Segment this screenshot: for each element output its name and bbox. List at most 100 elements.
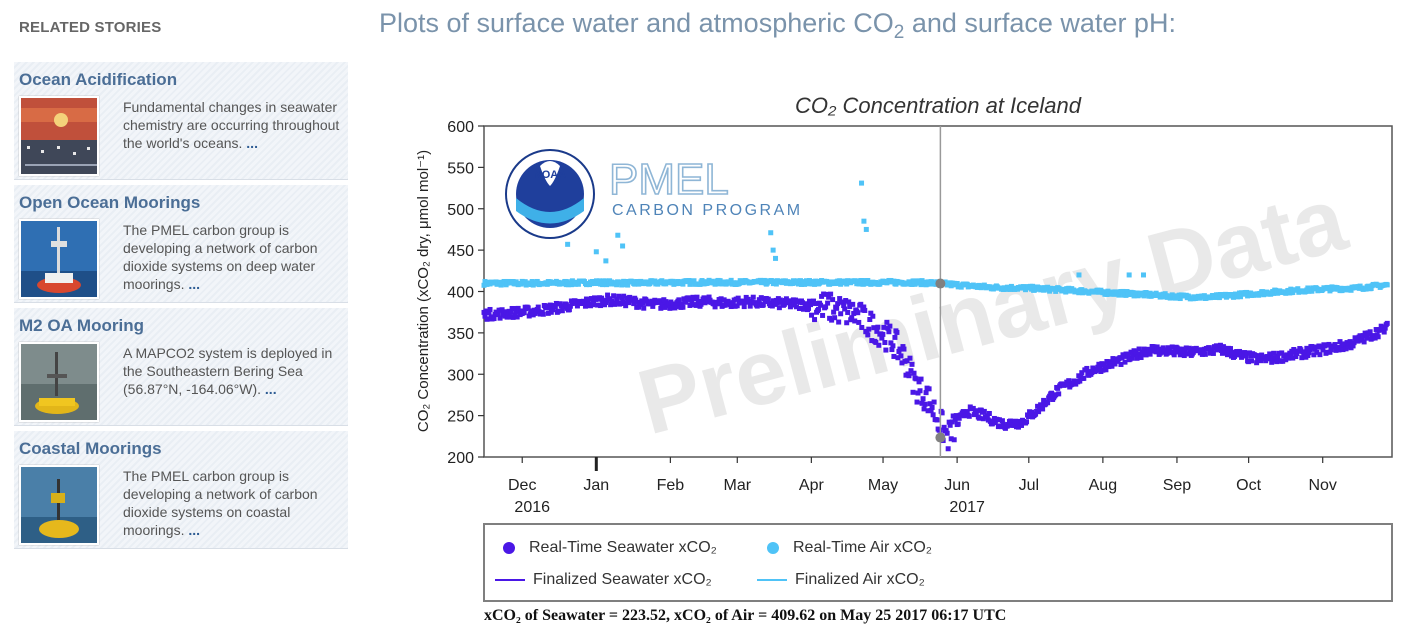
seawater-point [1169,344,1175,350]
air-point [1290,289,1296,295]
seawater-point [1302,350,1308,356]
open-ocean-mooring-thumbnail[interactable] [19,219,99,299]
air-point [1368,285,1374,291]
seawater-point [867,317,873,323]
legend-finalized-seawater[interactable]: Finalized Seawater xCO₂ [495,571,712,589]
seawater-point [992,420,998,426]
seawater-point [821,291,827,297]
air-point [680,281,686,287]
seawater-point [1364,335,1370,341]
story-title-link[interactable]: Coastal Moorings [19,439,162,458]
air-point [1130,290,1136,296]
seawater-point [856,319,862,325]
seawater-point [1322,343,1328,349]
seawater-point [1286,355,1292,361]
seawater-point [1036,409,1042,415]
seawater-point [866,326,872,332]
air-point [859,278,865,284]
seawater-point [874,328,880,334]
seawater-point [687,302,693,308]
seawater-point [559,308,565,314]
seawater-point [550,307,556,313]
seawater-point [781,301,787,307]
story-open-ocean-moorings[interactable]: Open Ocean Moorings The PMEL carbon grou… [14,185,348,303]
air-point [909,281,915,287]
co2-chart-container[interactable]: Preliminary Data 200 250 300 350 400 450 500 55… [400,86,1400,606]
seawater-point [1005,422,1011,428]
seawater-point [1381,329,1387,335]
seawater-point [1147,351,1153,357]
seawater-point [1039,402,1045,408]
legend-realtime-seawater[interactable]: Real-Time Seawater xCO₂ [503,539,717,557]
y-tick-label: 600 [447,119,474,136]
seawater-point [930,412,936,418]
legend-realtime-air[interactable]: Real-Time Air xCO₂ [767,539,932,557]
m2-mooring-thumbnail[interactable] [19,342,99,422]
seawater-point [1350,343,1356,349]
seawater-point [880,331,886,337]
air-outlier-point [863,226,869,232]
seawater-point [547,302,553,308]
y-tick-label: 350 [447,326,474,343]
story-title-link[interactable]: M2 OA Mooring [19,316,144,335]
seawater-point [680,304,686,310]
seawater-point [605,292,611,298]
seawater-point [1249,358,1255,364]
seawater-point [679,301,685,307]
read-more-link[interactable]: ... [188,522,201,538]
air-outlier-point [620,243,626,249]
seawater-point [706,294,712,300]
seawater-point [503,309,509,315]
legend-finalized-air[interactable]: Finalized Air xCO₂ [757,571,925,589]
seawater-point [730,300,736,306]
seawater-point [901,346,907,352]
air-point [1045,284,1051,290]
seawater-point [875,324,881,330]
story-coastal-moorings[interactable]: Coastal Moorings The PMEL carbon group i… [14,431,348,549]
read-more-link[interactable]: ... [188,276,201,292]
x-tick-label: Feb [657,477,685,494]
air-point [600,282,606,288]
coastal-mooring-thumbnail[interactable] [19,465,99,545]
seawater-point [636,304,642,310]
story-title-link[interactable]: Open Ocean Moorings [19,193,201,212]
cursor-layer [935,126,946,457]
story-ocean-acidification[interactable]: Ocean Acidification Fundamental changes … [14,62,348,180]
seawater-point [754,303,760,309]
air-point [865,278,871,284]
read-more-link[interactable]: ... [246,135,258,151]
ocean-acidification-thumbnail[interactable] [19,96,99,176]
seawater-point [485,316,491,322]
seawater-point [718,296,724,302]
seawater-point [921,406,927,412]
y-tick-label: 300 [447,367,474,384]
seawater-point [836,319,842,325]
seawater-point [641,305,647,311]
seawater-point [1049,390,1055,396]
story-title-link[interactable]: Ocean Acidification [19,70,178,89]
seawater-point [650,303,656,309]
seawater-point [946,419,952,425]
seawater-point [953,413,959,419]
seawater-point [996,417,1002,423]
air-point [1053,288,1059,294]
seawater-point [1384,320,1390,326]
read-more-link[interactable]: ... [264,381,277,397]
seawater-point [1382,325,1388,331]
seawater-point [741,304,747,310]
air-outlier-point [615,232,621,238]
seawater-point [1275,353,1281,359]
co2-chart[interactable]: Preliminary Data 20025030035040045050055… [400,86,1400,516]
seawater-point [1332,342,1338,348]
seawater-point [623,303,629,309]
seawater-point [871,325,877,331]
seawater-point [1274,359,1280,365]
air-point [522,279,528,285]
air-outlier-point [593,249,599,255]
x-tick-label: Sep [1163,477,1192,494]
y-tick-label: 550 [447,160,474,177]
seawater-point [683,299,689,305]
seawater-point [774,300,780,306]
story-m2-oa-mooring[interactable]: M2 OA Mooring A MAPCO2 system is deploye… [14,308,348,426]
seawater-point [750,294,756,300]
